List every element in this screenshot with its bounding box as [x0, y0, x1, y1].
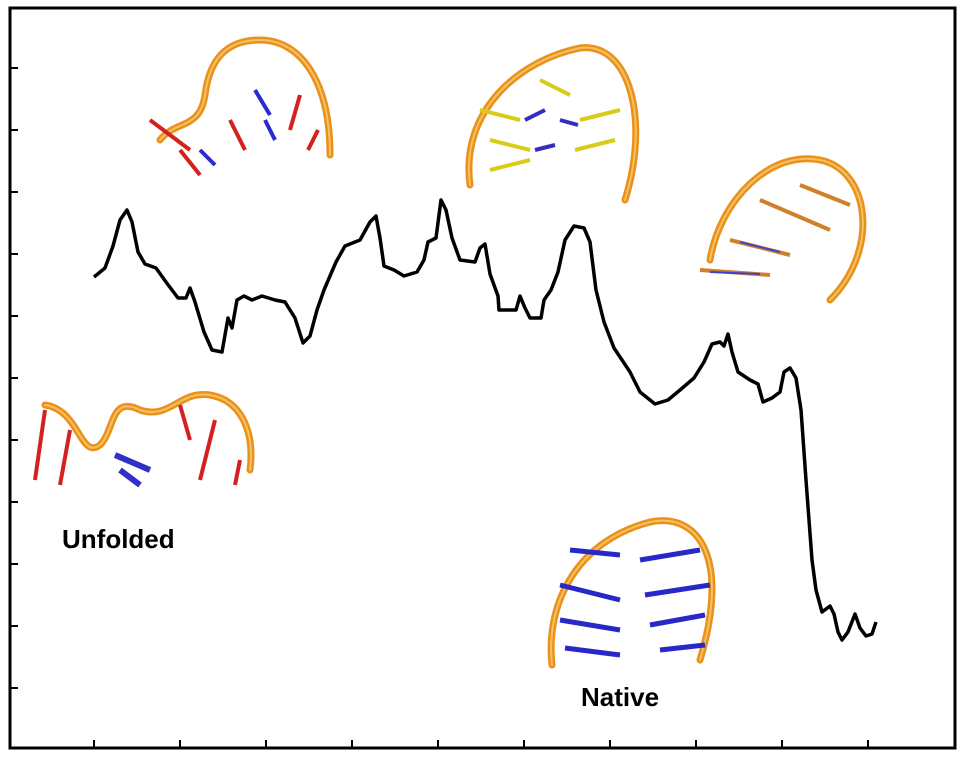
unfolded-label: Unfolded: [62, 524, 175, 554]
molecule-native: [547, 517, 716, 669]
molecule-unfolded: [33, 390, 255, 488]
native-label: Native: [581, 682, 659, 712]
molecule-top-center: [465, 44, 640, 204]
ticks: [10, 67, 869, 748]
energy-profile: [92, 198, 878, 642]
molecule-top-left: [148, 36, 334, 177]
molecule-right: [699, 155, 867, 304]
